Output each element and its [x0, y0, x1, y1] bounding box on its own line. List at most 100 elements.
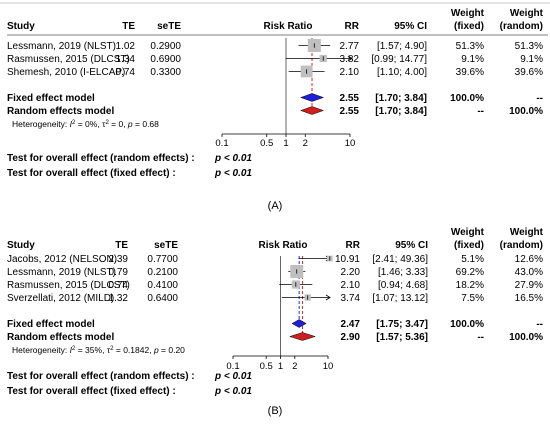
forest-panel-a: Study TE seTE Risk Ratio RR 95% CI Weight (fixe… [0, 2, 550, 212]
overall-effect-test-label: Test for overall effect (fixed effect) : [7, 386, 176, 397]
fixed-effect-model-rr: 2.47 [341, 319, 361, 330]
study-weight-fixed: 18.2% [456, 280, 484, 291]
random-effects-model-label: Random effects model [7, 332, 114, 343]
study-sete: 0.7700 [147, 254, 178, 265]
panel-caption: (A) [268, 200, 283, 212]
study-weight-fixed: 51.3% [456, 41, 484, 52]
heterogeneity-p-val: = 0.20 [159, 345, 186, 355]
study-name: Jacobs, 2012 (NELSON) [7, 254, 117, 265]
fixed-effect-model-ci: [1.70; 3.84] [375, 93, 427, 104]
x-tick-label: 2 [303, 138, 308, 149]
header-rr: RR [346, 240, 361, 251]
overall-effect-test-value: p < 0.01 [214, 168, 252, 179]
header-te: TE [122, 21, 135, 32]
heterogeneity-tau-val: = 0.1842, [114, 345, 154, 355]
header-weight-fixed-sub: (fixed) [454, 240, 484, 251]
study-weight-random: 27.9% [515, 280, 543, 291]
header-sete: seTE [157, 21, 181, 32]
study-ci: [0.99; 14.77] [371, 54, 427, 65]
study-rr: 2.20 [341, 267, 361, 278]
panel-caption: (B) [268, 405, 283, 417]
study-ci-arrow [325, 294, 331, 301]
study-sete: 0.4100 [147, 280, 178, 291]
header-te: TE [115, 240, 128, 251]
x-tick-label: 0.1 [215, 138, 228, 149]
fixed-effect-model-diamond [300, 93, 325, 102]
x-tick-label: 0.5 [260, 361, 273, 372]
study-rr: 3.82 [340, 54, 360, 65]
header-rr: RR [345, 21, 360, 32]
heterogeneity-tau-label: τ [107, 345, 111, 355]
overall-effect-test-label: Test for overall effect (fixed effect) : [7, 168, 176, 179]
study-te: 0.74 [109, 280, 129, 291]
fixed-effect-model-weight-fixed: 100.0% [450, 93, 484, 104]
study-sete: 0.2100 [147, 267, 178, 278]
fixed-effect-model-weight-random: -- [536, 93, 543, 104]
fixed-effect-model-label: Fixed effect model [7, 319, 95, 330]
overall-effect-test-label: Test for overall effect (random effects)… [7, 153, 195, 164]
study-te: 1.02 [116, 41, 136, 52]
study-weight-random: 51.3% [515, 41, 543, 52]
study-ci: [1.07; 13.12] [372, 293, 428, 304]
study-weight-random: 12.6% [515, 254, 543, 265]
header-study: Study [7, 240, 35, 251]
fixed-effect-model-rr: 2.55 [340, 93, 360, 104]
x-tick-label: 1 [283, 138, 288, 149]
x-tick-label: 10 [323, 361, 334, 372]
header-weight-random: Weight [510, 8, 544, 19]
study-weight-fixed: 7.5% [461, 293, 484, 304]
header-95ci: 95% CI [395, 240, 428, 251]
study-te: 0.74 [116, 67, 136, 78]
x-tick-label: 2 [292, 361, 297, 372]
forest-panel-b: Study TE seTE Risk Ratio RR 95% CI Weight (fixe… [7, 227, 544, 417]
heterogeneity-text: Heterogeneity: I2 = 35%, τ2 = 0.1842, p … [12, 345, 185, 355]
random-effects-model-diamond [288, 332, 316, 341]
overall-effect-test-value: p < 0.01 [214, 371, 252, 382]
study-rr: 2.77 [340, 41, 360, 52]
study-ci-arrow [347, 55, 353, 62]
study-weight-random: 16.5% [515, 293, 543, 304]
heterogeneity-i2-val: = 0%, [75, 119, 102, 129]
header-weight-fixed: Weight [451, 227, 485, 238]
fixed-effect-model-label: Fixed effect model [7, 93, 95, 104]
study-weight-random: 43.0% [515, 267, 543, 278]
header-weight-fixed-sub: (fixed) [454, 21, 484, 32]
study-ci: [1.10; 4.00] [377, 67, 427, 78]
header-weight-fixed: Weight [451, 8, 485, 19]
study-te: 0.79 [109, 267, 129, 278]
header-sete: seTE [154, 240, 178, 251]
fixed-effect-model-ci: [1.75; 3.47] [376, 319, 428, 330]
x-tick-label: 10 [345, 138, 356, 149]
random-effects-model-rr: 2.55 [340, 106, 360, 117]
heterogeneity-tau-sup: 2 [110, 346, 114, 352]
random-effects-model-ci: [1.70; 3.84] [375, 106, 427, 117]
heterogeneity-text: Heterogeneity: I2 = 0%, τ2 = 0, p = 0.68 [12, 119, 159, 129]
overall-effect-test-label: Test for overall effect (random effects)… [7, 371, 195, 382]
heterogeneity-prefix: Heterogeneity: [12, 345, 70, 355]
study-name: Sverzellati, 2012 (MILD) [7, 293, 114, 304]
fixed-effect-model-weight-fixed: 100.0% [450, 319, 484, 330]
header-weight-random-sub: (random) [500, 21, 543, 32]
x-tick-label: 1 [278, 361, 283, 372]
study-sete: 0.2900 [150, 41, 181, 52]
heterogeneity-p-val: = 0.68 [133, 119, 160, 129]
study-ci: [0.94; 4.68] [378, 280, 428, 291]
header-risk-ratio: Risk Ratio [259, 240, 308, 251]
study-name: Lessmann, 2019 (NLST) [7, 41, 116, 52]
study-ci: [1.46; 3.33] [378, 267, 428, 278]
study-rr: 2.10 [341, 280, 361, 291]
heterogeneity-p-label: p [127, 119, 133, 129]
fixed-effect-model-diamond [291, 319, 307, 328]
heterogeneity-i2-sup: 2 [72, 120, 76, 126]
heterogeneity-tau-sup: 2 [105, 120, 109, 126]
study-te: 1.34 [116, 54, 136, 65]
overall-effect-test-value: p < 0.01 [214, 153, 252, 164]
study-te: 2.39 [109, 254, 129, 265]
heterogeneity-p-label: p [153, 345, 159, 355]
study-sete: 0.6400 [147, 293, 178, 304]
study-weight-random: 39.6% [515, 67, 543, 78]
study-name: Shemesh, 2010 (I-ELCAP) [7, 67, 125, 78]
study-te: 1.32 [109, 293, 129, 304]
study-weight-random: 9.1% [520, 54, 543, 65]
